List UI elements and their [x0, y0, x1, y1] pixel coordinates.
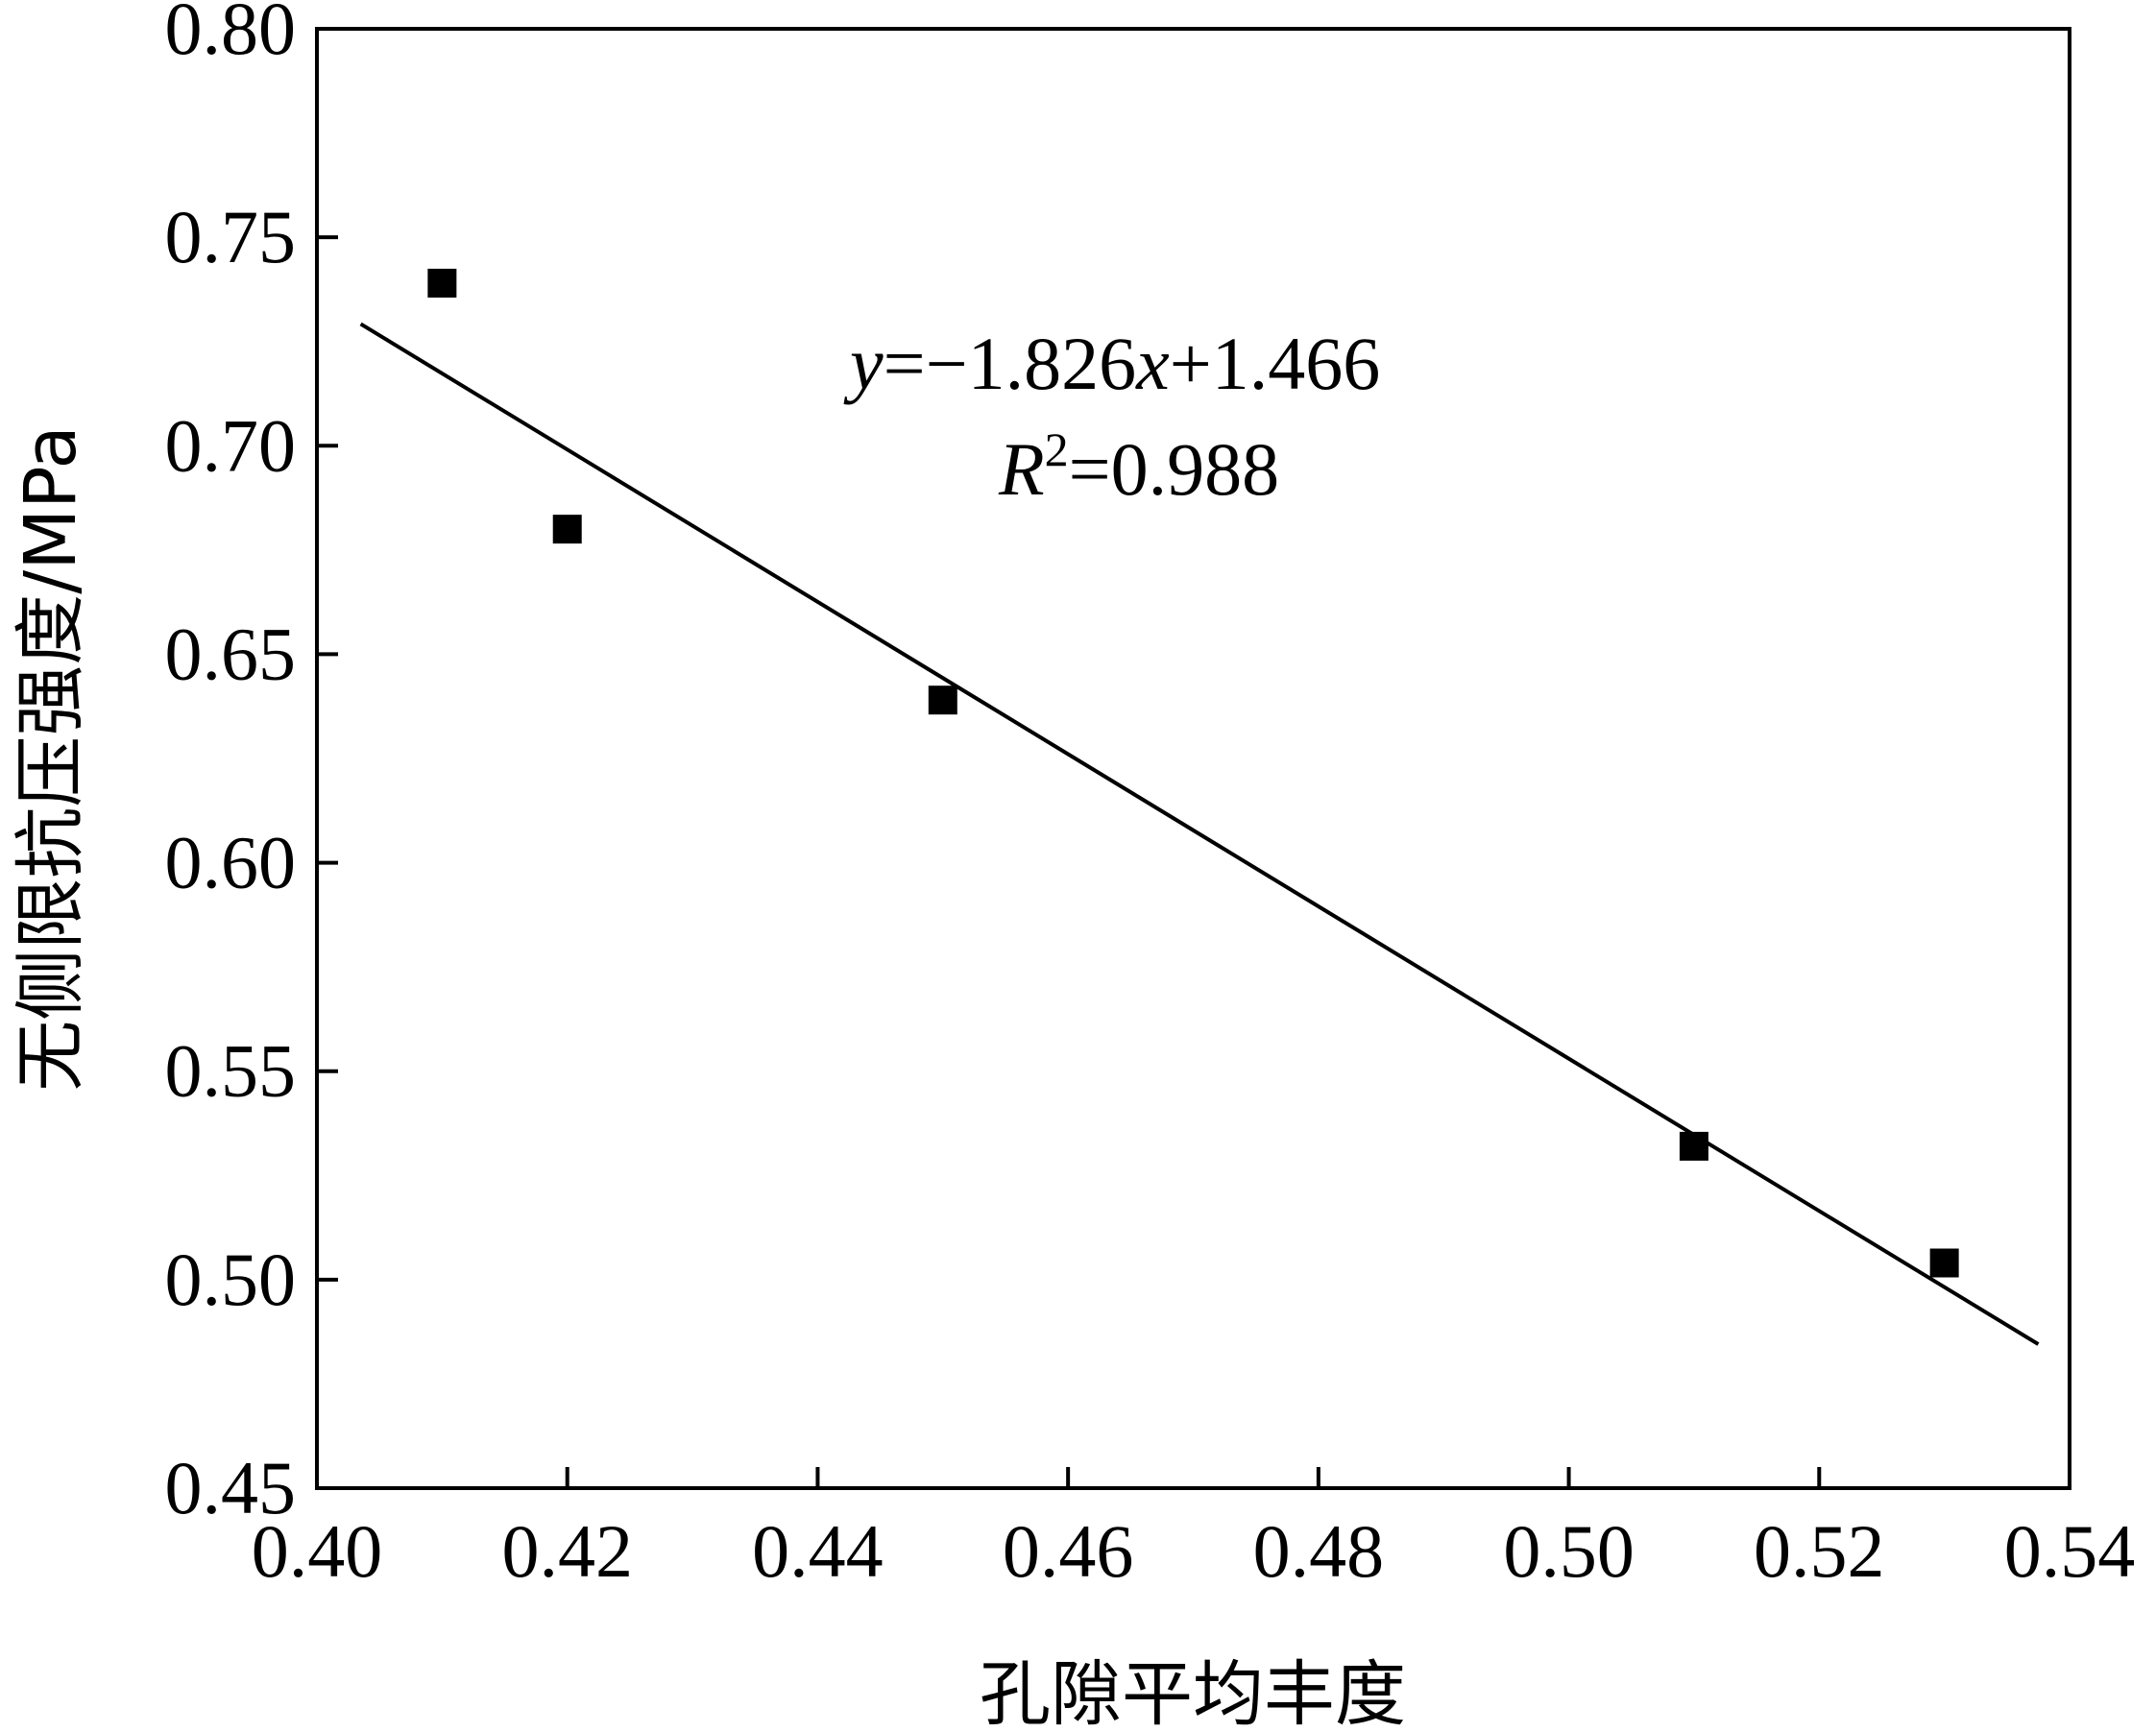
- data-point: [928, 686, 957, 715]
- tick-labels: 0.40 0.42 0.44 0.46 0.48 0.50 0.52 0.54 0.45 0.50…: [165, 0, 2136, 1593]
- x-tick-label: 0.42: [501, 1509, 633, 1593]
- y-tick-label: 0.50: [165, 1238, 297, 1321]
- axis-ticks: [315, 27, 2071, 1490]
- data-point: [427, 268, 457, 298]
- x-tick-label: 0.54: [2004, 1509, 2136, 1593]
- y-tick-label: 0.65: [165, 612, 297, 695]
- plot-frame: [315, 27, 2071, 1490]
- y-tick-label: 0.75: [165, 195, 297, 278]
- r-squared: R2=0.988: [998, 422, 1279, 511]
- data-point: [1929, 1248, 1959, 1278]
- x-tick-label: 0.50: [1503, 1509, 1635, 1593]
- x-tick-label: 0.46: [1003, 1509, 1134, 1593]
- x-tick-label: 0.52: [1754, 1509, 1885, 1593]
- data-points: [427, 268, 1959, 1278]
- x-tick-label: 0.48: [1253, 1509, 1385, 1593]
- y-tick-label: 0.80: [165, 0, 297, 70]
- fit-line: [359, 322, 2040, 1346]
- data-point: [552, 515, 582, 544]
- fit-equation: y=−1.826x+1.466: [843, 322, 1380, 405]
- data-point: [1679, 1131, 1708, 1161]
- y-axis-title: 无侧限抗压强度/MPa: [10, 425, 92, 1091]
- x-tick-label: 0.44: [752, 1509, 884, 1593]
- y-tick-label: 0.55: [165, 1029, 297, 1113]
- x-axis-title: 孔隙平均丰度: [980, 1653, 1406, 1732]
- x-tick-label: 0.40: [252, 1509, 383, 1593]
- y-tick-label: 0.45: [165, 1446, 297, 1529]
- y-tick-label: 0.60: [165, 821, 297, 904]
- y-tick-label: 0.70: [165, 403, 297, 487]
